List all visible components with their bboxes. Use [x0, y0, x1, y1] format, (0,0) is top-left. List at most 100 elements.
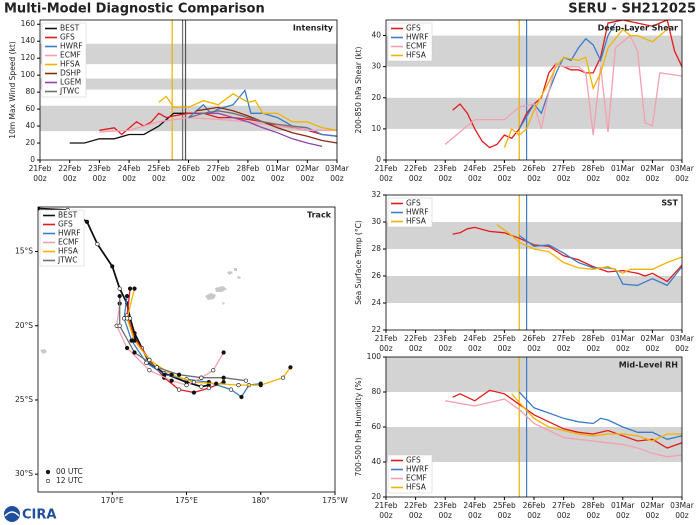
x-tick-label: 23Feb [434, 501, 457, 510]
x-tick-label: 01Mar [611, 164, 636, 173]
band [386, 427, 682, 462]
x-tick-label: 24Feb [463, 334, 486, 343]
x-tick-label: 00z [438, 511, 452, 520]
x-tick-label: 02Mar [641, 334, 666, 343]
x-tick-label: 00z [527, 174, 541, 183]
series-line [518, 234, 682, 287]
x-tick-label: 00z [379, 344, 393, 353]
legend-label: BEST [60, 24, 80, 33]
x-tick-label: 22Feb [58, 164, 81, 173]
track-point [199, 384, 204, 389]
track-point [169, 372, 174, 377]
legend-label: GFS [406, 24, 421, 33]
x-tick-label: 00z [93, 174, 107, 183]
plot-area [386, 195, 682, 330]
track-point [132, 350, 137, 355]
y-tick-label: 160 [21, 19, 36, 28]
band [386, 357, 682, 392]
track-point [206, 385, 211, 391]
x-tick-label: 00z [586, 344, 600, 353]
band [40, 43, 337, 65]
plot-area [40, 20, 337, 160]
legend-label: HWRF [406, 208, 429, 217]
y-tick-label: 32 [371, 190, 381, 199]
track-point [154, 365, 159, 370]
track-point [110, 264, 115, 269]
y-tick-label: 20 [371, 492, 381, 501]
x-tick-label: 21Feb [375, 164, 398, 173]
series-line [116, 303, 225, 386]
y-tick-label: 20 [371, 93, 381, 102]
y-tick-label: 28 [371, 244, 381, 253]
track-point [199, 375, 204, 380]
y-tick-label: 20 [25, 138, 35, 147]
x-tick-label: 25Feb [147, 164, 170, 173]
panel-title: Deep-Layer Shear [598, 24, 678, 33]
legend-label: LGEM [60, 78, 81, 87]
panel-title: Mid-Level RH [619, 361, 678, 370]
track-point [176, 372, 182, 377]
legend-label: HFSA [60, 60, 81, 69]
plot-area [386, 20, 682, 160]
x-tick-label: 28Feb [236, 164, 259, 173]
band [40, 78, 337, 90]
x-tick-label: 00z [646, 344, 660, 353]
track-point [117, 286, 122, 291]
x-tick-label: 00z [182, 174, 196, 183]
x-tick-label: 175°W [322, 496, 348, 505]
y-axis-label: 10m Max Wind Speed (kt) [8, 41, 17, 138]
legend-label: HFSA [406, 483, 427, 492]
x-tick-label: 00z [675, 344, 689, 353]
x-tick-label: 23Feb [88, 164, 111, 173]
x-tick-label: 00z [122, 174, 136, 183]
track-point [221, 350, 226, 355]
series-line [452, 389, 682, 449]
x-tick-label: 22Feb [404, 334, 427, 343]
track-point [124, 316, 130, 321]
x-tick-label: 03Mar [325, 164, 350, 173]
x-tick-label: 25Feb [493, 501, 516, 510]
series-line [119, 296, 246, 382]
y-tick-label: 22 [371, 325, 381, 334]
y-tick-label: 80 [25, 87, 35, 96]
x-tick-label: 00z [616, 511, 630, 520]
y-tick-label: 20°S [15, 321, 33, 330]
x-tick-label: 00z [527, 344, 541, 353]
y-tick-label: 30°S [15, 469, 33, 478]
x-tick-label: 00z [409, 511, 423, 520]
x-tick-label: 00z [646, 174, 660, 183]
track-point [239, 394, 244, 400]
x-tick-label: 21Feb [29, 164, 52, 173]
track-point [176, 387, 182, 392]
panel-title: Intensity [293, 24, 334, 33]
track-point [169, 378, 174, 383]
y-tick-label: 0 [376, 155, 381, 164]
x-tick-label: 00z [438, 344, 452, 353]
track-point [258, 383, 263, 388]
legend-box [387, 22, 433, 62]
legend-box [387, 454, 433, 494]
x-tick-label: 01Mar [611, 501, 636, 510]
legend-label: JTWC [59, 87, 79, 96]
x-tick-label: 00z [498, 511, 512, 520]
legend-label: ECMF [406, 474, 427, 483]
y-tick-label: 40 [371, 457, 381, 466]
y-tick-label: 60 [25, 104, 35, 113]
x-tick-label: 26Feb [177, 164, 200, 173]
x-tick-label: 28Feb [582, 334, 605, 343]
x-tick-label: 00z [438, 174, 452, 183]
x-tick-label: 23Feb [434, 334, 457, 343]
x-tick-label: 00z [271, 174, 285, 183]
track-point [132, 338, 137, 343]
y-tick-label: 120 [21, 53, 36, 62]
legend-label: HWRF [406, 33, 429, 42]
track-point [191, 380, 197, 385]
x-tick-label: 00z [301, 174, 315, 183]
series-line [99, 116, 337, 133]
track-point [124, 345, 130, 351]
y-tick-label: 0 [30, 155, 35, 164]
legend-label: JTWC [57, 256, 77, 265]
storm-id: SERU - SH212025 [568, 2, 696, 17]
x-tick-label: 02Mar [295, 164, 320, 173]
